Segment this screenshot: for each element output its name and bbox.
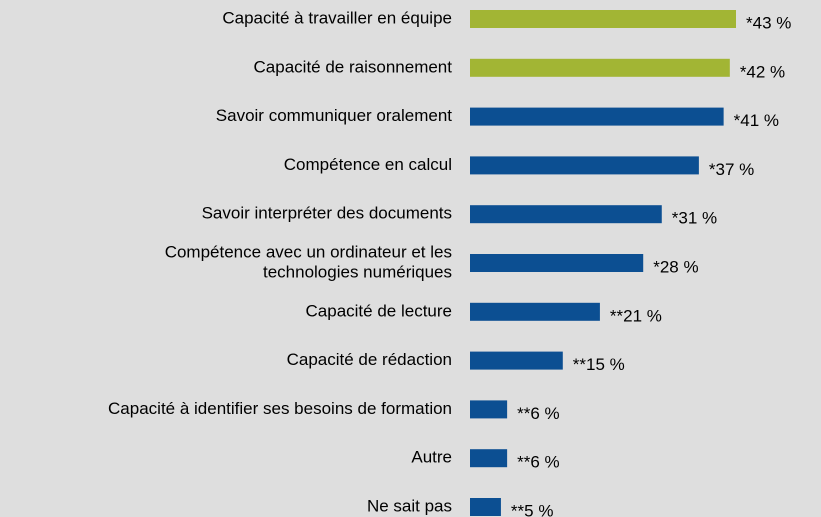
- value-label: **15 %: [573, 355, 625, 374]
- bar: [470, 205, 662, 224]
- value-label: *37 %: [709, 160, 754, 179]
- category-label: Savoir communiquer oralement: [216, 106, 452, 125]
- bar: [470, 10, 736, 28]
- bar: [470, 302, 600, 321]
- value-label: *28 %: [653, 257, 698, 276]
- value-label: *42 %: [740, 62, 785, 81]
- bar: [470, 107, 724, 126]
- value-label: **5 %: [511, 501, 554, 517]
- category-label: Compétence en calcul: [284, 155, 452, 174]
- bar: [470, 254, 644, 272]
- value-label: *41 %: [734, 111, 779, 130]
- category-label: Capacité à identifier ses besoins de for…: [108, 399, 452, 418]
- category-label: Autre: [411, 448, 452, 467]
- category-label: Compétence avec un ordinateur et les: [165, 242, 452, 261]
- value-label: **6 %: [517, 453, 560, 472]
- bar: [470, 498, 501, 516]
- category-label: technologies numériques: [263, 262, 452, 281]
- bar: [470, 351, 563, 370]
- category-label: Capacité de lecture: [306, 301, 452, 320]
- bar: [470, 400, 508, 419]
- category-label: Savoir interpréter des documents: [202, 204, 452, 223]
- bar: [470, 156, 699, 175]
- value-label: *43 %: [746, 13, 791, 32]
- value-label: **6 %: [517, 404, 560, 423]
- value-label: **21 %: [610, 306, 662, 325]
- bar: [470, 449, 508, 468]
- value-label: *31 %: [672, 209, 717, 228]
- category-label: Ne sait pas: [367, 496, 452, 515]
- category-label: Capacité de rédaction: [287, 350, 452, 369]
- category-label: Capacité à travailler en équipe: [222, 8, 452, 27]
- category-label: Capacité de raisonnement: [254, 57, 453, 76]
- bar: [470, 58, 730, 77]
